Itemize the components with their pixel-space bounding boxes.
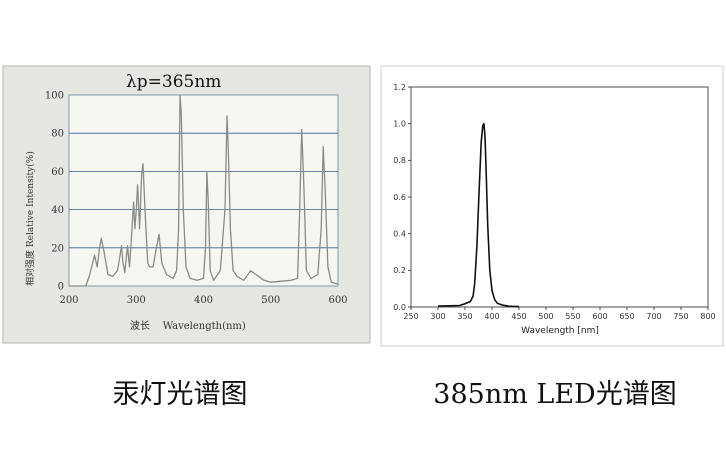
led-spectrum-chart: 0.0 0.2 0.4 0.6 0.8 1.0 1.2 250 300 350 400 450 500…	[380, 65, 724, 347]
y-tick-label: 1.2	[393, 83, 406, 92]
y-tick-label: 0.8	[393, 156, 406, 165]
mercury-lamp-caption: 汞灯光谱图	[112, 379, 248, 410]
x-tick-label: 250	[403, 312, 418, 321]
x-tick-label: 300	[127, 295, 146, 306]
x-tick-label: 500	[538, 312, 553, 321]
y-tick-label: 40	[51, 205, 64, 216]
x-tick-label: 600	[592, 312, 607, 321]
mercury-spectrum-line	[69, 94, 339, 287]
left-y-tick-labels: 0 20 40 60 80 100	[45, 91, 64, 293]
right-x-tick-labels: 250 300 350 400 450 500 550 600 650 700 750 800	[403, 307, 716, 321]
x-tick-label: 400	[484, 312, 499, 321]
x-tick-label: 400	[194, 295, 213, 306]
x-tick-label: 650	[619, 312, 634, 321]
x-tick-label: 700	[646, 312, 661, 321]
x-tick-label: 550	[565, 312, 580, 321]
y-tick-label: 100	[45, 91, 64, 102]
x-tick-label: 600	[328, 295, 347, 306]
y-tick-label: 0	[58, 282, 64, 293]
y-tick-label: 0.6	[393, 193, 406, 202]
y-tick-label: 0.2	[393, 266, 406, 275]
x-tick-label: 800	[700, 312, 715, 321]
x-tick-label: 350	[457, 312, 472, 321]
right-plot-area	[410, 86, 709, 308]
mercury-lamp-spectrum-chart: 0 20 40 60 80 100 200 300 400 500 600 λp=365nm 相对…	[2, 65, 371, 344]
y-tick-label: 80	[51, 129, 64, 140]
left-plot-area	[68, 94, 339, 287]
x-tick-label: 200	[59, 295, 78, 306]
led-spectrum-line	[437, 122, 520, 308]
left-x-axis-label: 波长 Wavelength(nm)	[130, 319, 246, 332]
led-caption: 385nm LED光谱图	[433, 379, 677, 410]
left-x-tick-labels: 200 300 400 500 600	[59, 295, 347, 306]
right-x-axis-label: Wavelength [nm]	[521, 326, 599, 336]
x-tick-label: 500	[261, 295, 280, 306]
left-y-axis-label: 相对强度 Relative Intensity(%)	[24, 151, 36, 286]
y-tick-label: 0.4	[393, 229, 406, 238]
x-tick-label: 300	[430, 312, 445, 321]
y-tick-label: 20	[51, 243, 64, 254]
y-tick-label: 1.0	[393, 119, 406, 128]
left-gridlines	[69, 132, 338, 249]
x-tick-label: 750	[673, 312, 688, 321]
y-tick-label: 60	[51, 167, 64, 178]
right-y-tick-labels: 0.0 0.2 0.4 0.6 0.8 1.0 1.2	[393, 83, 411, 312]
peak-wavelength-annotation: λp=365nm	[126, 72, 221, 92]
y-tick-label: 0.0	[393, 303, 406, 312]
x-tick-label: 450	[511, 312, 526, 321]
